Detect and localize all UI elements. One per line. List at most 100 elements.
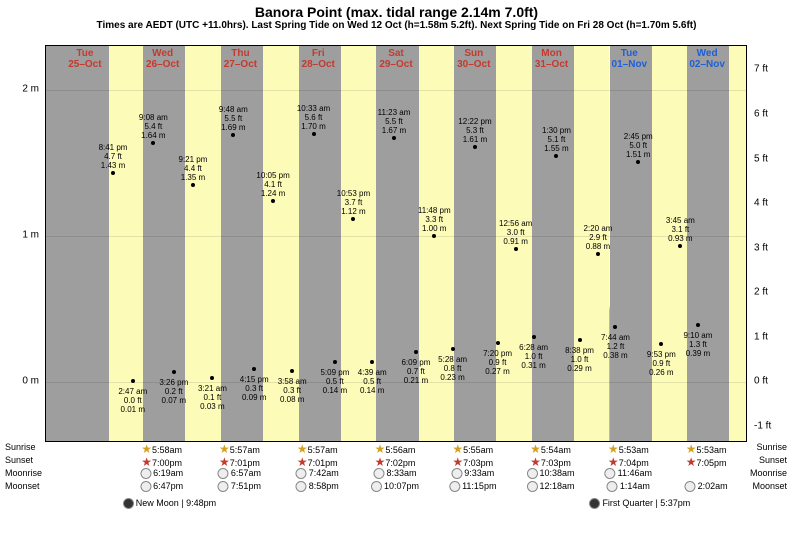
tide-point-dot	[111, 171, 115, 175]
date-label: 25–Oct	[46, 59, 124, 70]
gridline	[46, 382, 746, 383]
sunset-icon: ★	[375, 455, 386, 469]
date-header: Tue01–Nov	[590, 48, 668, 70]
footer-cell: 6:57am	[218, 468, 261, 479]
date-dow: Thu	[202, 48, 280, 59]
moonrise-icon	[605, 468, 616, 479]
date-dow: Wed	[668, 48, 746, 59]
footer-cell: ★5:53am	[686, 442, 727, 456]
footer-time: 7:04pm	[619, 458, 649, 468]
footer-cell: 6:19am	[140, 468, 183, 479]
tide-point-dot	[210, 376, 214, 380]
footer-cell: 9:33am	[451, 468, 494, 479]
footer-time: 7:02pm	[385, 458, 415, 468]
ytick-m: 2 m	[22, 83, 39, 94]
ytick-ft: 4 ft	[754, 198, 768, 209]
tide-point-dot	[414, 350, 418, 354]
footer-time: 10:38am	[540, 468, 575, 478]
moonset-icon	[527, 481, 538, 492]
footer-row-moonrise: MoonriseMoonrise6:19am6:57am7:42am8:33am…	[45, 468, 745, 482]
footer-cell: ★5:54am	[530, 442, 571, 456]
moonrise-icon	[451, 468, 462, 479]
footer-cell: 7:42am	[296, 468, 339, 479]
footer-time: 7:01pm	[230, 458, 260, 468]
y-axis-left-m: 0 m1 m2 m	[0, 45, 45, 440]
sunset-icon: ★	[297, 455, 308, 469]
date-dow: Tue	[46, 48, 124, 59]
footer-time: 7:01pm	[308, 458, 338, 468]
tide-point-dot	[678, 244, 682, 248]
footer-time: 5:54am	[541, 445, 571, 455]
date-header: Tue25–Oct	[46, 48, 124, 70]
tide-point-dot	[473, 145, 477, 149]
sunrise-icon: ★	[141, 442, 152, 456]
footer-time: 7:03pm	[463, 458, 493, 468]
sunset-icon: ★	[530, 455, 541, 469]
footer-time: 5:55am	[463, 445, 493, 455]
ytick-m: 0 m	[22, 376, 39, 387]
footer-label-left: Moonset	[5, 481, 40, 491]
ytick-ft: 1 ft	[754, 331, 768, 342]
ytick-ft: 2 ft	[754, 287, 768, 298]
footer-time: 5:56am	[385, 445, 415, 455]
date-dow: Sun	[435, 48, 513, 59]
footer-time: 2:02am	[698, 481, 728, 491]
sunrise-icon: ★	[530, 442, 541, 456]
footer-cell: 1:14am	[607, 481, 650, 492]
footer-time: 6:47pm	[153, 481, 183, 491]
footer-time: 7:42am	[309, 468, 339, 478]
chart-title: Banora Point (max. tidal range 2.14m 7.0…	[0, 0, 793, 20]
date-dow: Fri	[279, 48, 357, 59]
moonset-icon	[296, 481, 307, 492]
moonset-icon	[607, 481, 618, 492]
footer-row-sunset: SunsetSunset★7:00pm★7:01pm★7:01pm★7:02pm…	[45, 455, 745, 469]
footer-time: 11:15pm	[462, 481, 496, 491]
footer-time: 5:57am	[230, 445, 260, 455]
sunset-icon: ★	[686, 455, 697, 469]
date-header: Fri28–Oct	[279, 48, 357, 70]
footer-cell: ★7:04pm	[608, 455, 649, 469]
sunrise-icon: ★	[219, 442, 230, 456]
date-label: 30–Oct	[435, 59, 513, 70]
footer-cell: ★7:05pm	[686, 455, 727, 469]
moon-phase-text: New Moon | 9:48pm	[136, 498, 216, 508]
footer-label-left: Sunset	[5, 455, 33, 465]
footer-label-left: Sunrise	[5, 442, 36, 452]
ytick-ft: 0 ft	[754, 376, 768, 387]
footer-label-right: Moonrise	[750, 468, 787, 478]
date-header: Sun30–Oct	[435, 48, 513, 70]
footer-cell: ★7:03pm	[452, 455, 493, 469]
footer-cell: 11:15pm	[449, 481, 496, 492]
plot-area: Tue25–OctWed26–OctThu27–OctFri28–OctSat2…	[45, 45, 747, 442]
tide-point-dot	[191, 183, 195, 187]
footer-time: 7:05pm	[696, 458, 726, 468]
date-dow: Wed	[124, 48, 202, 59]
moon-phase-label: New Moon | 9:48pm	[123, 498, 216, 509]
y-axis-right-ft: -1 ft0 ft1 ft2 ft3 ft4 ft5 ft6 ft7 ft	[748, 45, 793, 440]
footer-cell: ★7:01pm	[219, 455, 260, 469]
tide-point-dot	[312, 132, 316, 136]
footer-row-moonset: MoonsetMoonset6:47pm7:51pm8:58pm10:07pm1…	[45, 481, 745, 495]
footer-cell: ★7:01pm	[297, 455, 338, 469]
date-label: 28–Oct	[279, 59, 357, 70]
ytick-ft: 5 ft	[754, 153, 768, 164]
tide-point-dot	[290, 369, 294, 373]
footer-cell: ★5:57am	[297, 442, 338, 456]
date-label: 02–Nov	[668, 59, 746, 70]
sunrise-icon: ★	[686, 442, 697, 456]
footer-time: 7:00pm	[152, 458, 182, 468]
ytick-ft: 3 ft	[754, 242, 768, 253]
footer-cell: 7:51pm	[218, 481, 261, 492]
tide-point-dot	[496, 341, 500, 345]
date-label: 31–Oct	[513, 59, 591, 70]
date-dow: Tue	[590, 48, 668, 59]
date-header: Wed02–Nov	[668, 48, 746, 70]
footer-cell: 10:07pm	[371, 481, 419, 492]
date-label: 26–Oct	[124, 59, 202, 70]
footer-label-right: Sunrise	[756, 442, 787, 452]
date-header: Wed26–Oct	[124, 48, 202, 70]
tide-point-dot	[131, 379, 135, 383]
moonset-icon	[218, 481, 229, 492]
tide-point-dot	[596, 252, 600, 256]
footer-time: 8:58pm	[309, 481, 339, 491]
